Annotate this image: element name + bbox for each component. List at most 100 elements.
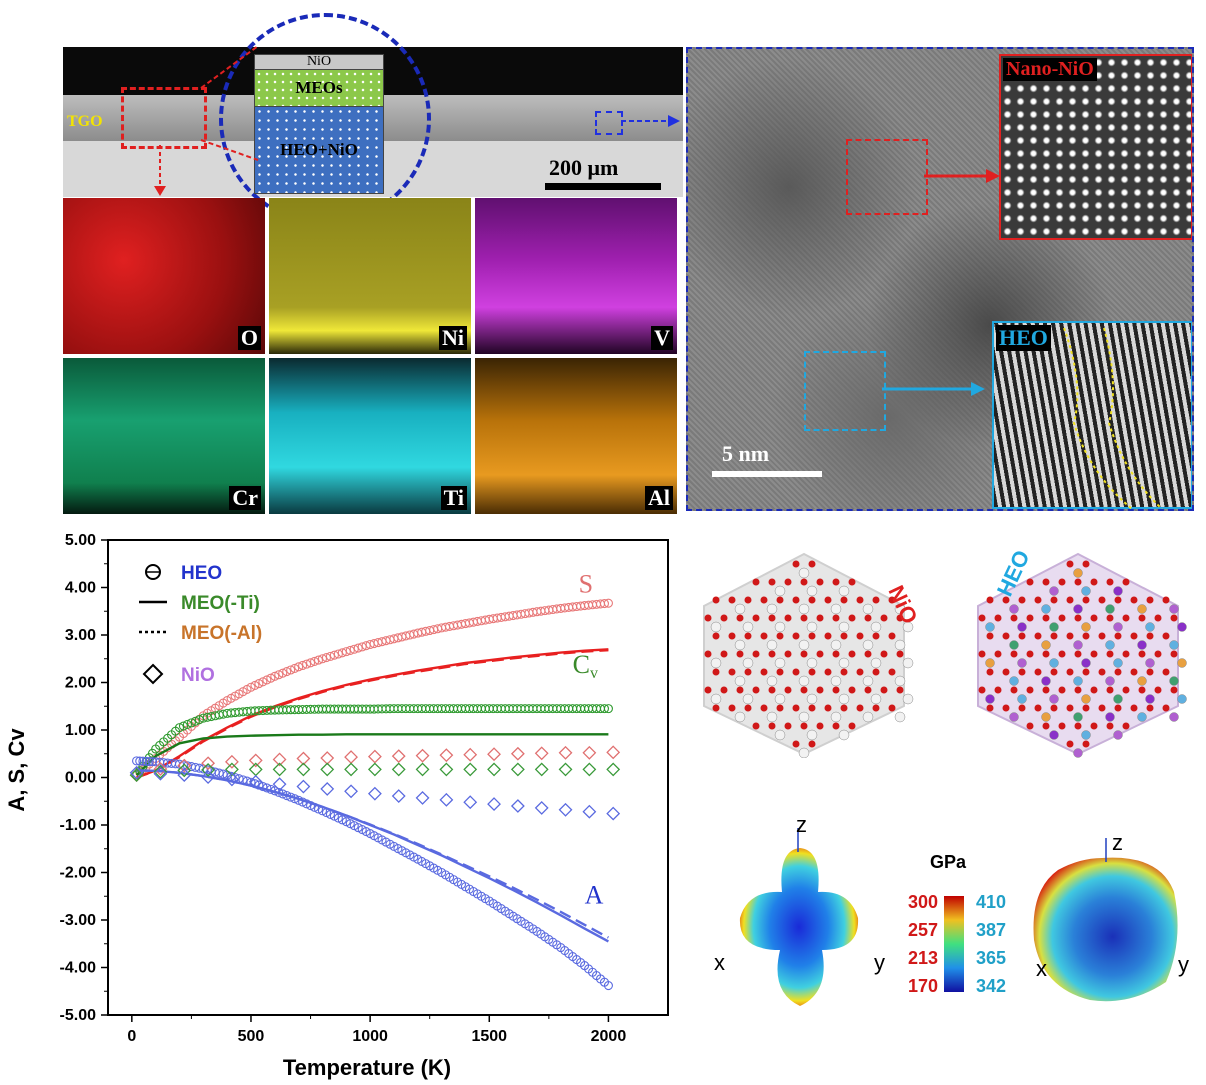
cation-atom (902, 693, 914, 705)
cation-atom (806, 585, 818, 597)
oxygen-atom (752, 614, 760, 622)
cation-atom (830, 675, 842, 687)
oxygen-atom (744, 704, 752, 712)
cation-atom (1081, 586, 1091, 596)
data-point (201, 762, 216, 777)
oxygen-atom (856, 704, 864, 712)
oxygen-atom (864, 650, 872, 658)
oxygen-atom (1026, 686, 1034, 694)
eds-map-cr: Cr (63, 358, 265, 514)
cation-atom (798, 747, 810, 758)
data-point (129, 768, 144, 783)
curve-annotation: S (579, 569, 593, 598)
cation-atom (742, 621, 754, 633)
oxygen-atom (1026, 614, 1034, 622)
data-point (320, 781, 335, 796)
oxygen-atom (832, 722, 840, 730)
colorbar-left-scale: 300 257 213 170 (908, 892, 938, 996)
data-point (603, 598, 613, 608)
x-tick-label: 0 (127, 1028, 136, 1045)
layer-heo-nio-label: HEO+NiO (280, 140, 358, 159)
oxygen-atom (800, 686, 808, 694)
oxygen-atom (728, 704, 736, 712)
tem-scale-label: 5 nm (722, 441, 770, 466)
cation-atom (798, 711, 810, 723)
oxygen-atom (840, 704, 848, 712)
oxygen-atom (776, 596, 784, 604)
cation-atom (870, 621, 882, 633)
cation-atom (806, 729, 818, 741)
oxygen-atom (704, 686, 712, 694)
y-tick-label: 2.00 (65, 675, 96, 692)
colorbar (944, 896, 964, 992)
oxygen-atom (1154, 614, 1162, 622)
cation-atom (774, 729, 786, 741)
y-tick-label: 5.00 (65, 532, 96, 549)
data-point (337, 648, 347, 658)
oxygen-atom (1114, 704, 1122, 712)
oxygen-atom (704, 614, 712, 622)
sem-scalebar (545, 183, 661, 190)
oxygen-atom (1090, 650, 1098, 658)
data-point (415, 791, 430, 805)
oxygen-atom (832, 614, 840, 622)
modulus-unit: GPa (930, 852, 967, 872)
cation-atom (766, 603, 778, 615)
oxygen-atom (872, 632, 880, 640)
data-point (391, 789, 406, 803)
data-point (306, 658, 316, 668)
oxygen-atom (1130, 632, 1138, 640)
oxygen-atom (1026, 722, 1034, 730)
oxygen-atom (760, 632, 768, 640)
heo-modulus-surface (1033, 857, 1178, 1002)
data-point (344, 784, 358, 799)
oxygen-atom (752, 722, 760, 730)
annotation-sub: v (590, 665, 598, 682)
oxygen-atom (1146, 632, 1154, 640)
oxygen-atom (784, 650, 792, 658)
cation-atom (1145, 622, 1155, 632)
oxygen-atom (1050, 596, 1058, 604)
y-tick-label: -5.00 (60, 1007, 97, 1024)
data-point (344, 750, 358, 764)
cation-atom (742, 693, 754, 705)
oxygen-atom (880, 650, 888, 658)
data-point (296, 762, 311, 777)
oxygen-atom (816, 722, 824, 730)
oxygen-atom (864, 686, 872, 694)
oxygen-atom (1130, 704, 1138, 712)
cation-atom (1105, 604, 1115, 614)
oxygen-atom (1098, 632, 1106, 640)
oxygen-atom (752, 650, 760, 658)
oxygen-atom (1026, 578, 1034, 586)
tem-blue-roi (804, 351, 886, 431)
data-point (415, 748, 430, 763)
oxygen-atom (1106, 614, 1114, 622)
oxygen-atom (1098, 668, 1106, 676)
data-point (138, 756, 148, 766)
curve-annotation: Cv (573, 650, 598, 682)
cation-atom (1081, 622, 1091, 632)
data-point (174, 723, 185, 733)
cation-atom (1041, 640, 1051, 650)
oxygen-atom (784, 614, 792, 622)
oxygen-atom (880, 686, 888, 694)
cation-atom (1177, 694, 1187, 704)
oxygen-atom (744, 632, 752, 640)
cation-atom (1113, 586, 1123, 596)
colorbar-left-value: 213 (908, 948, 938, 968)
y-tick-label: 0.00 (65, 770, 96, 787)
data-point (274, 670, 284, 680)
data-point (341, 647, 351, 657)
oxygen-atom (840, 596, 848, 604)
oxygen-atom (760, 668, 768, 676)
oxygen-atom (832, 686, 840, 694)
cation-atom (870, 693, 882, 705)
oxygen-atom (1058, 686, 1066, 694)
tem-scalebar (712, 471, 822, 477)
oxygen-atom (848, 578, 856, 586)
oxygen-atom (1122, 722, 1130, 730)
data-point (534, 762, 549, 777)
oxygen-atom (986, 632, 994, 640)
